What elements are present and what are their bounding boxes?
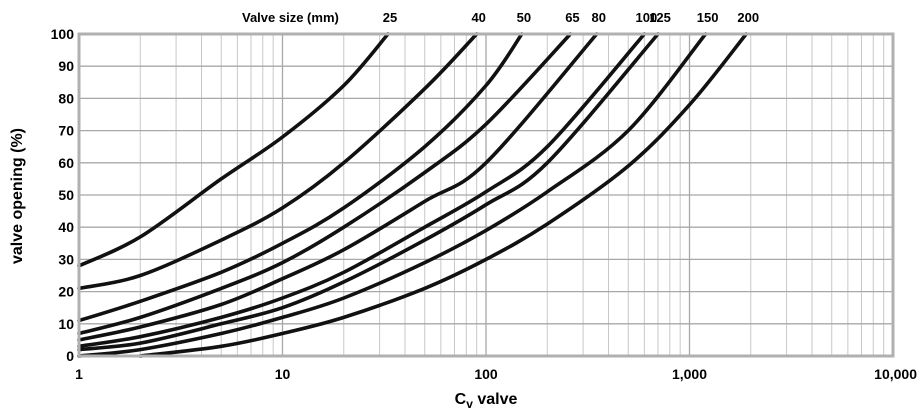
size-label-80: 80 bbox=[591, 10, 605, 25]
y-axis-title: valve opening (%) bbox=[9, 128, 26, 264]
size-label-100: 100 bbox=[636, 10, 658, 25]
curve-65mm bbox=[77, 32, 573, 336]
size-label-200: 200 bbox=[737, 10, 759, 25]
x-tick-label: 10,000 bbox=[874, 366, 917, 382]
curve-100mm bbox=[77, 32, 647, 349]
x-tick-label: 1 bbox=[75, 366, 83, 382]
size-label-65: 65 bbox=[565, 10, 579, 25]
x-axis-title-c: C bbox=[455, 391, 467, 408]
x-tick-label: 1,000 bbox=[672, 366, 707, 382]
size-label-25: 25 bbox=[383, 10, 397, 25]
y-tick-label: 50 bbox=[58, 187, 74, 203]
x-axis-title-rest: valve bbox=[473, 391, 518, 408]
x-tick-label: 10 bbox=[275, 366, 291, 382]
size-label-150: 150 bbox=[697, 10, 719, 25]
y-tick-label: 10 bbox=[58, 316, 74, 332]
y-tick-label: 20 bbox=[58, 284, 74, 300]
size-label-125: 125 bbox=[649, 10, 671, 25]
x-tick-labels: 1 10 100 1,000 10,000 bbox=[75, 366, 917, 382]
x-axis-title-sub: v bbox=[466, 397, 473, 411]
y-tick-label: 40 bbox=[58, 219, 74, 235]
y-tick-label: 30 bbox=[58, 251, 74, 267]
curve-150mm bbox=[77, 32, 708, 358]
curve-50mm bbox=[77, 32, 524, 323]
y-tick-label: 100 bbox=[51, 26, 75, 42]
valve-size-title: Valve size (mm) bbox=[242, 10, 339, 25]
curve-40mm bbox=[77, 32, 479, 291]
y-tick-label: 90 bbox=[58, 58, 74, 74]
size-label-50: 50 bbox=[517, 10, 531, 25]
x-axis-title: Cv valve bbox=[455, 391, 518, 411]
x-tick-label: 100 bbox=[474, 366, 498, 382]
plot-frame bbox=[77, 32, 895, 358]
size-label-40: 40 bbox=[471, 10, 485, 25]
curves bbox=[77, 32, 748, 358]
y-tick-label: 70 bbox=[58, 123, 74, 139]
y-tick-label: 60 bbox=[58, 155, 74, 171]
y-tick-label: 80 bbox=[58, 90, 74, 106]
y-tick-labels: 0 10 20 30 40 50 60 70 80 90 100 bbox=[51, 26, 75, 364]
curve-125mm bbox=[77, 32, 660, 352]
y-tick-label: 0 bbox=[66, 348, 74, 364]
curve-80mm bbox=[77, 32, 599, 342]
curve-25mm bbox=[77, 32, 390, 268]
curve-200mm bbox=[138, 32, 748, 358]
